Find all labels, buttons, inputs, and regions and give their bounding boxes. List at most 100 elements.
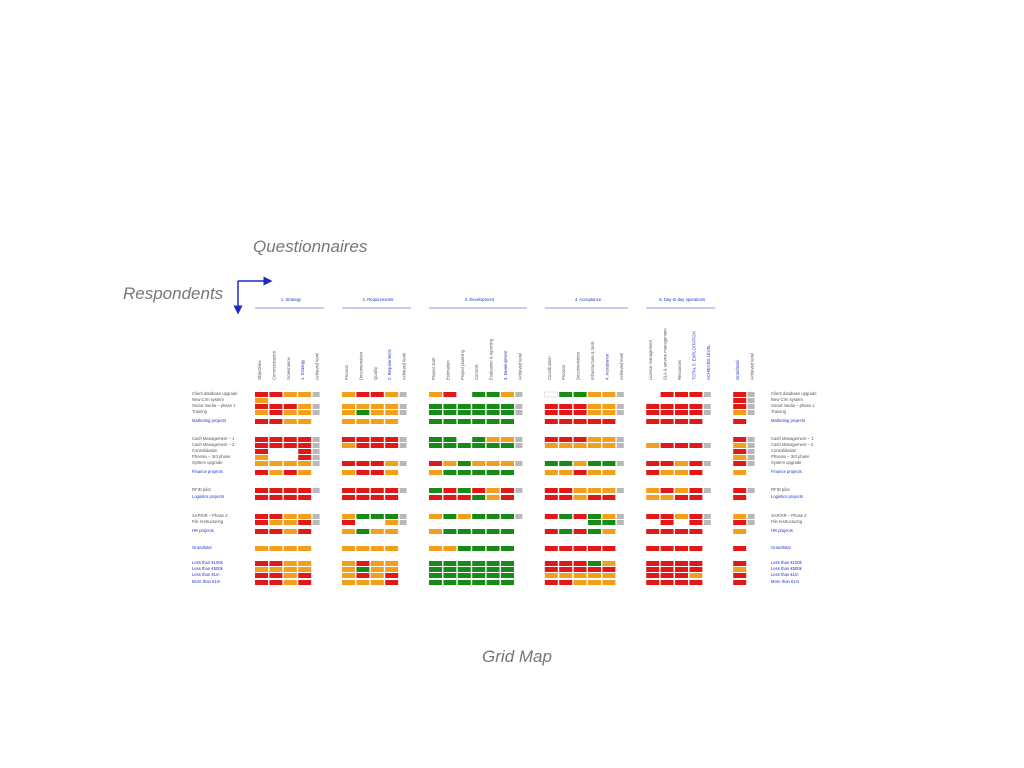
group-header: 5. Day-to-day operations (659, 297, 705, 302)
column-header: Coordination (547, 356, 552, 380)
grid-cell (646, 410, 660, 415)
grid-cell (255, 488, 268, 493)
grid-cell (616, 488, 624, 493)
grid-cell (544, 495, 558, 500)
grid-cell (689, 419, 703, 424)
grid-cell (255, 546, 268, 551)
column-header: Governance (286, 357, 291, 380)
grid-cell (747, 443, 755, 448)
grid-cell (443, 495, 457, 500)
grid-cell (602, 520, 616, 525)
grid-cell (501, 404, 514, 409)
column-header: Objectives (257, 360, 262, 380)
grid-cell (646, 573, 660, 578)
column-header: 1. Strategy (300, 359, 305, 380)
row-label-right: Cash Management – 2 (771, 442, 814, 447)
grid-cell (429, 443, 442, 448)
grid-cell (429, 567, 442, 572)
grid-cell (675, 561, 688, 566)
grid-cell (689, 443, 703, 448)
grid-cell (486, 514, 500, 519)
grid-cell (312, 455, 320, 460)
grid-cell (544, 391, 558, 398)
grid-cell (733, 437, 747, 442)
grid-cell (588, 573, 601, 578)
grid-cell (385, 410, 399, 415)
grid-cell (342, 419, 355, 424)
grid-cell (689, 520, 703, 525)
row-label: Phoenix – 3rd phase (192, 454, 231, 459)
grid-cell (486, 529, 500, 534)
grid-cell (255, 419, 268, 424)
grid-cell (399, 392, 407, 397)
grid-cell (399, 443, 407, 448)
grid-cell (356, 573, 370, 578)
grid-cell (429, 580, 442, 585)
grid-cell (515, 514, 523, 519)
grid-cell (472, 443, 486, 448)
grid-cell (457, 573, 471, 578)
grid-cell (356, 495, 370, 500)
grid-cell (660, 529, 674, 534)
grid-cell (602, 580, 616, 585)
grid-cell (559, 514, 573, 519)
grid-cell (544, 437, 558, 442)
column-header: Achieved level (750, 353, 755, 380)
row-label-right: New Crm system (771, 397, 803, 402)
grid-cell (689, 495, 703, 500)
grid-cell (429, 392, 442, 397)
grid-cell (472, 567, 486, 572)
grid-cell (486, 567, 500, 572)
grid-cell (501, 514, 514, 519)
grid-cell (573, 488, 587, 493)
grid-cell (370, 546, 384, 551)
grid-cell (544, 514, 558, 519)
grid-cell (675, 470, 688, 475)
row-label: Less than €1m (192, 572, 220, 577)
grid-cell (385, 520, 399, 525)
grid-cell (443, 529, 457, 534)
grid-cell (399, 488, 407, 493)
grid-cell (573, 567, 587, 572)
grid-cell (283, 514, 297, 519)
grid-cell (616, 404, 624, 409)
grid-cell (356, 419, 370, 424)
grid-cell (616, 443, 624, 448)
grid-cell (588, 410, 601, 415)
grid-cell (588, 520, 601, 525)
grid-cell (689, 567, 703, 572)
grid-cell (385, 419, 399, 424)
grid-cell (602, 461, 616, 466)
grid-cell (689, 514, 703, 519)
grid-cell (370, 410, 384, 415)
grid-cell (689, 404, 703, 409)
grid-cell (703, 514, 711, 519)
grid-cell (573, 410, 587, 415)
grid-cell (747, 437, 755, 442)
grid-cell (457, 529, 471, 534)
grid-cell (747, 514, 755, 519)
grid-cell (675, 580, 688, 585)
grid-cell (298, 573, 312, 578)
grid-cell (660, 495, 674, 500)
grid-cell (298, 443, 312, 448)
grid-cell (342, 520, 355, 525)
grid-cell (515, 392, 523, 397)
grid-cell (602, 561, 616, 566)
grid-cell (501, 461, 514, 466)
column-header: Project start (431, 357, 436, 380)
grid-cell (501, 561, 514, 566)
grid-cell (472, 546, 486, 551)
grid-cell (501, 443, 514, 448)
column-header: TOTAL 5. EXPLOITATION (691, 331, 696, 380)
grid-cell (298, 529, 312, 534)
grid-cell (443, 410, 457, 415)
grid-cell (747, 410, 755, 415)
row-label-right: File restructuring (771, 519, 803, 524)
grid-cell (602, 392, 616, 397)
grid-cell (486, 561, 500, 566)
grid-cell (472, 404, 486, 409)
row-label-right: Client database upgrade (771, 391, 817, 396)
row-label: Cash Management – 1 (192, 436, 235, 441)
grid-cell (443, 392, 457, 397)
